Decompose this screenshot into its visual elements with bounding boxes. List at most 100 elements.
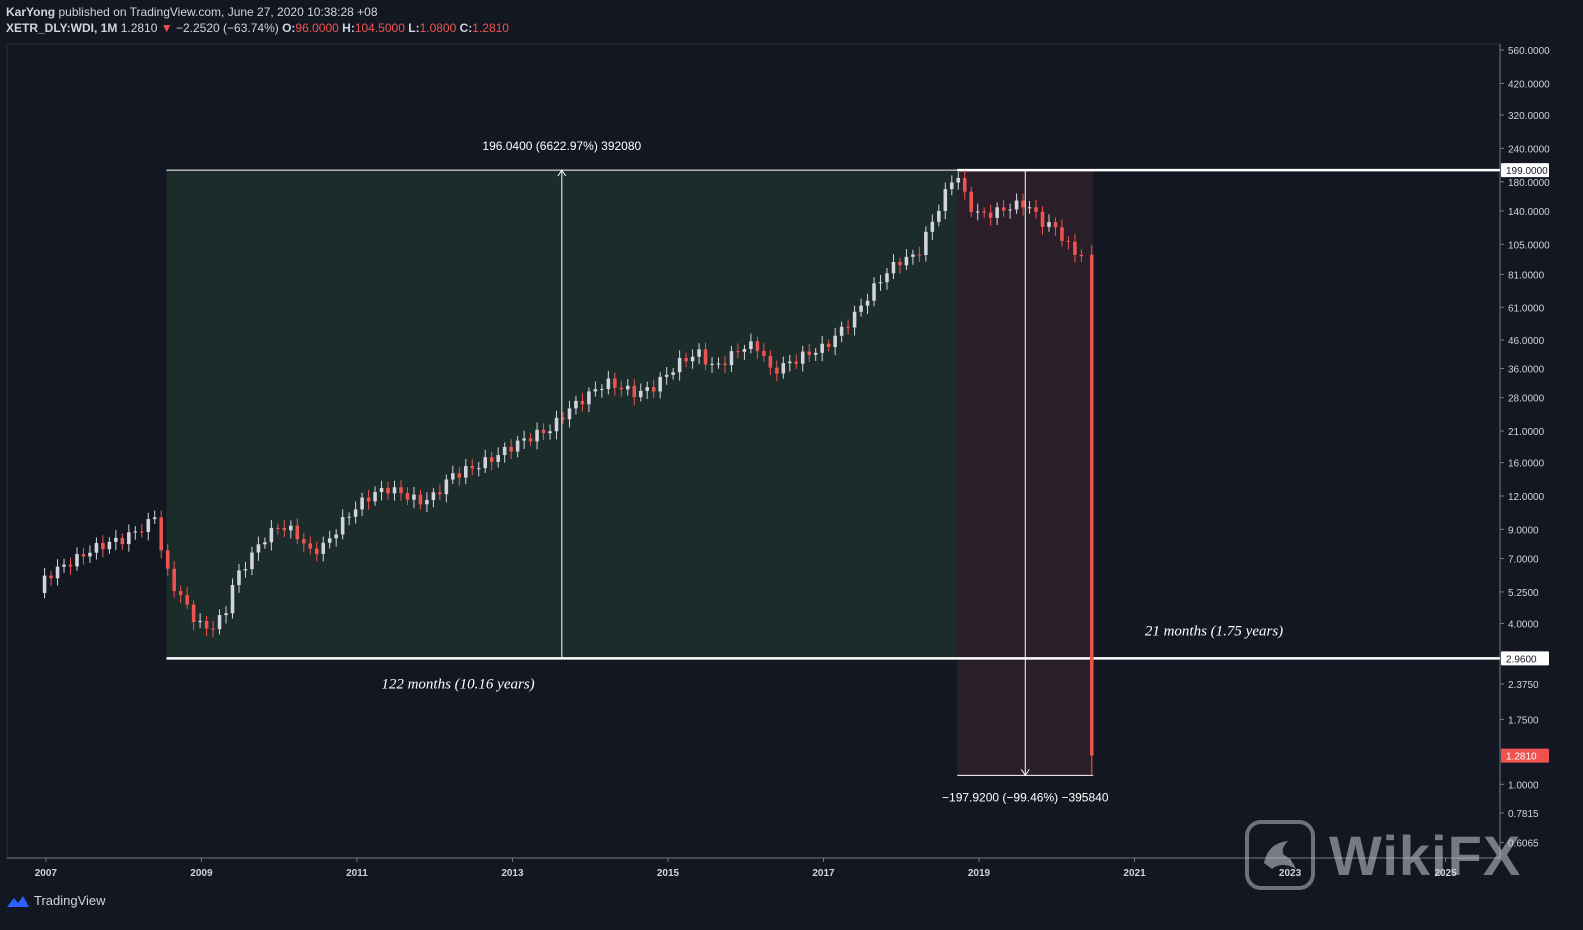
candle-body xyxy=(613,378,617,388)
y-tick-label: 140.0000 xyxy=(1508,207,1550,218)
watermark-text: WikiFX xyxy=(1329,823,1522,887)
candle-body xyxy=(412,494,416,500)
open-label: O: xyxy=(282,21,296,35)
price-tag-label: 2.9600 xyxy=(1506,654,1537,665)
wikifx-watermark: WikiFX xyxy=(1245,820,1521,890)
candle-body xyxy=(638,390,643,398)
candle-body xyxy=(489,457,494,462)
candle-body xyxy=(418,494,423,505)
candle-body xyxy=(762,350,766,356)
candle-body xyxy=(1021,200,1025,208)
candle-body xyxy=(846,326,850,328)
candle-body xyxy=(1047,222,1051,227)
x-tick-label: 2011 xyxy=(346,868,368,879)
candle-body xyxy=(243,569,248,571)
candle-body xyxy=(198,620,202,623)
candle-body xyxy=(457,473,462,478)
candle-body xyxy=(269,527,274,543)
candle-body xyxy=(256,544,261,553)
candle-body xyxy=(561,417,565,420)
candle-body xyxy=(904,256,909,266)
x-tick-label: 2007 xyxy=(35,868,58,879)
candle-body xyxy=(826,343,831,348)
candle-body xyxy=(813,352,818,355)
candle-body xyxy=(185,595,189,605)
candle-body xyxy=(502,446,507,456)
candle-body xyxy=(736,351,740,353)
candle-body xyxy=(645,387,650,391)
candle-body xyxy=(165,550,170,569)
candle-body xyxy=(353,509,358,517)
candle-body xyxy=(438,492,442,495)
candle-body xyxy=(321,542,326,554)
candle-body xyxy=(1060,227,1064,241)
low-value: 1.0800 xyxy=(419,21,457,35)
candle-body xyxy=(567,408,572,420)
candle-body xyxy=(852,311,857,328)
candle-body xyxy=(107,541,112,550)
candle-body xyxy=(515,440,520,452)
candle-body xyxy=(969,191,974,212)
candle-body xyxy=(1053,222,1058,228)
y-tick-label: 36.0000 xyxy=(1508,365,1545,376)
candle-body xyxy=(451,473,455,480)
candle-body xyxy=(535,429,539,442)
candle-body xyxy=(664,374,669,377)
x-tick-label: 2017 xyxy=(812,868,835,879)
candle-body xyxy=(392,487,397,494)
y-tick-label: 4.0000 xyxy=(1508,619,1539,630)
author[interactable]: KarYong xyxy=(6,5,56,19)
candle-body xyxy=(237,570,241,585)
candle-body xyxy=(217,615,222,630)
price-tag xyxy=(1501,163,1549,178)
candle-body xyxy=(224,613,228,616)
last-price: 1.2810 xyxy=(120,21,158,35)
y-tick-label: 240.0000 xyxy=(1508,144,1550,155)
candle-body xyxy=(1008,209,1012,211)
candle-body xyxy=(781,363,786,374)
y-tick-label: 12.0000 xyxy=(1508,492,1545,503)
y-tick-label: 21.0000 xyxy=(1508,427,1545,438)
y-tick-label: 16.0000 xyxy=(1508,459,1545,470)
candle-body xyxy=(658,376,662,392)
y-tick-label: 1.7500 xyxy=(1508,715,1539,726)
candle-body xyxy=(1027,207,1032,209)
candle-body xyxy=(690,356,695,362)
candle-body xyxy=(975,211,980,213)
tradingview-footer[interactable]: TradingView xyxy=(6,893,106,908)
y-tick-label: 180.0000 xyxy=(1508,178,1550,189)
candle-body xyxy=(548,431,552,434)
y-tick-label: 46.0000 xyxy=(1508,336,1545,347)
candle-body xyxy=(865,300,870,306)
candle-body xyxy=(995,207,999,218)
candle-body xyxy=(872,283,876,301)
candle-body xyxy=(55,566,60,579)
candle-body xyxy=(68,564,73,567)
candle-body xyxy=(476,468,481,470)
y-tick-label: 7.0000 xyxy=(1508,555,1539,566)
candle-body xyxy=(120,537,125,545)
chart-header: KarYong published on TradingView.com, Ju… xyxy=(6,4,509,36)
x-tick-label: 2021 xyxy=(1123,868,1146,879)
y-tick-label: 420.0000 xyxy=(1508,79,1550,90)
x-tick-label: 2019 xyxy=(968,868,991,879)
y-tick-label: 320.0000 xyxy=(1508,111,1550,122)
candle-body xyxy=(140,531,144,533)
candle-body xyxy=(924,231,928,256)
symbol[interactable]: XETR_DLY:WDI, 1M xyxy=(6,21,118,35)
candle-body xyxy=(1034,207,1038,212)
candle-body xyxy=(593,389,598,392)
price-tag-label: 1.2810 xyxy=(1506,752,1537,763)
candle-body xyxy=(697,349,701,357)
candle-body xyxy=(250,552,254,570)
candle-body xyxy=(373,492,377,502)
candle-body xyxy=(379,488,384,493)
loss-arrowhead xyxy=(1020,769,1030,777)
candle-body xyxy=(360,497,364,510)
y-tick-label: 1.0000 xyxy=(1508,780,1539,791)
candle-body xyxy=(1001,207,1006,211)
y-tick-label: 9.0000 xyxy=(1508,525,1539,536)
x-tick-label: 2023 xyxy=(1279,868,1302,879)
candle-body xyxy=(742,349,747,352)
